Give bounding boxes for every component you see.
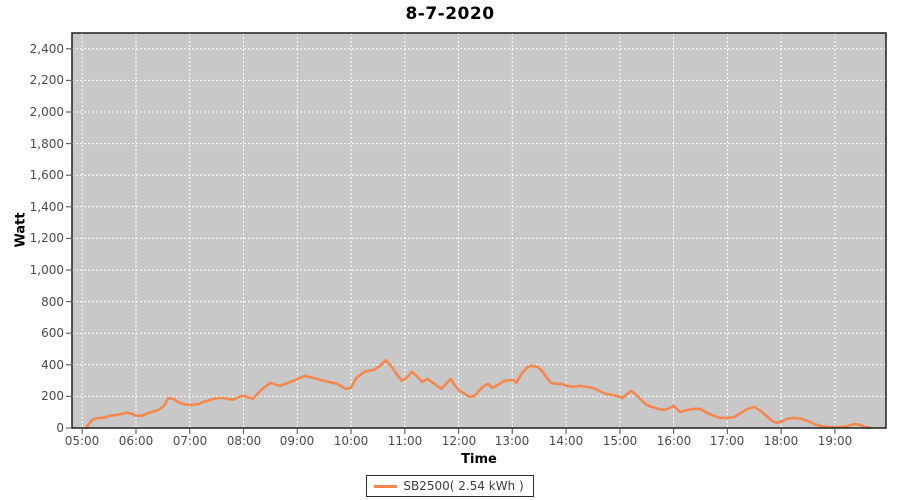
- x-axis-tick-label: 11:00: [387, 434, 423, 448]
- x-axis-tick-label: 18:00: [763, 434, 799, 448]
- x-axis-tick-label: 05:00: [64, 434, 100, 448]
- legend-series-label: SB2500( 2.54 kWh ): [403, 479, 524, 493]
- x-axis-tick-label: 14:00: [548, 434, 584, 448]
- x-axis-tick-label: 10:00: [333, 434, 369, 448]
- x-axis-title: Time: [461, 452, 497, 467]
- x-axis-tick-label: 06:00: [118, 434, 154, 448]
- x-axis-tick-label: 07:00: [172, 434, 208, 448]
- x-axis-tick-label: 12:00: [441, 434, 477, 448]
- x-axis-tick-label: 15:00: [602, 434, 638, 448]
- x-axis-tick-label: 19:00: [817, 434, 853, 448]
- plot-border: [71, 32, 887, 429]
- y-axis-tick-label: 2,400: [29, 42, 64, 56]
- chart-title: 8-7-2020: [405, 4, 495, 24]
- y-axis-tick-label: 1,400: [29, 200, 64, 214]
- y-axis-title: Watt: [13, 212, 29, 248]
- y-axis-tick-label: 1,200: [29, 231, 64, 245]
- y-axis-tick-label: 200: [41, 389, 64, 403]
- y-axis-tick-label: 1,800: [29, 137, 64, 151]
- y-axis-tick-label: 2,000: [29, 105, 64, 119]
- y-axis-tick-label: 1,000: [29, 263, 64, 277]
- y-axis-tick-label: 600: [41, 326, 64, 340]
- x-axis-tick-label: 08:00: [226, 434, 262, 448]
- x-axis-tick-label: 16:00: [656, 434, 692, 448]
- y-axis-tick-label: 2,200: [29, 73, 64, 87]
- x-axis-tick-label: 09:00: [279, 434, 315, 448]
- x-axis-tick-label: 13:00: [494, 434, 530, 448]
- y-axis-tick-label: 400: [41, 358, 64, 372]
- y-axis-tick-label: 800: [41, 295, 64, 309]
- series-line: [84, 358, 872, 430]
- legend-box: SB2500( 2.54 kWh ): [366, 475, 534, 497]
- legend-line-swatch-icon: [374, 484, 398, 488]
- y-axis-tick-label: 1,600: [29, 168, 64, 182]
- y-axis-tick-label: 0: [56, 421, 64, 435]
- plot-background: [72, 33, 886, 428]
- x-axis-tick-label: 17:00: [709, 434, 745, 448]
- legend: SB2500( 2.54 kWh ): [0, 475, 900, 497]
